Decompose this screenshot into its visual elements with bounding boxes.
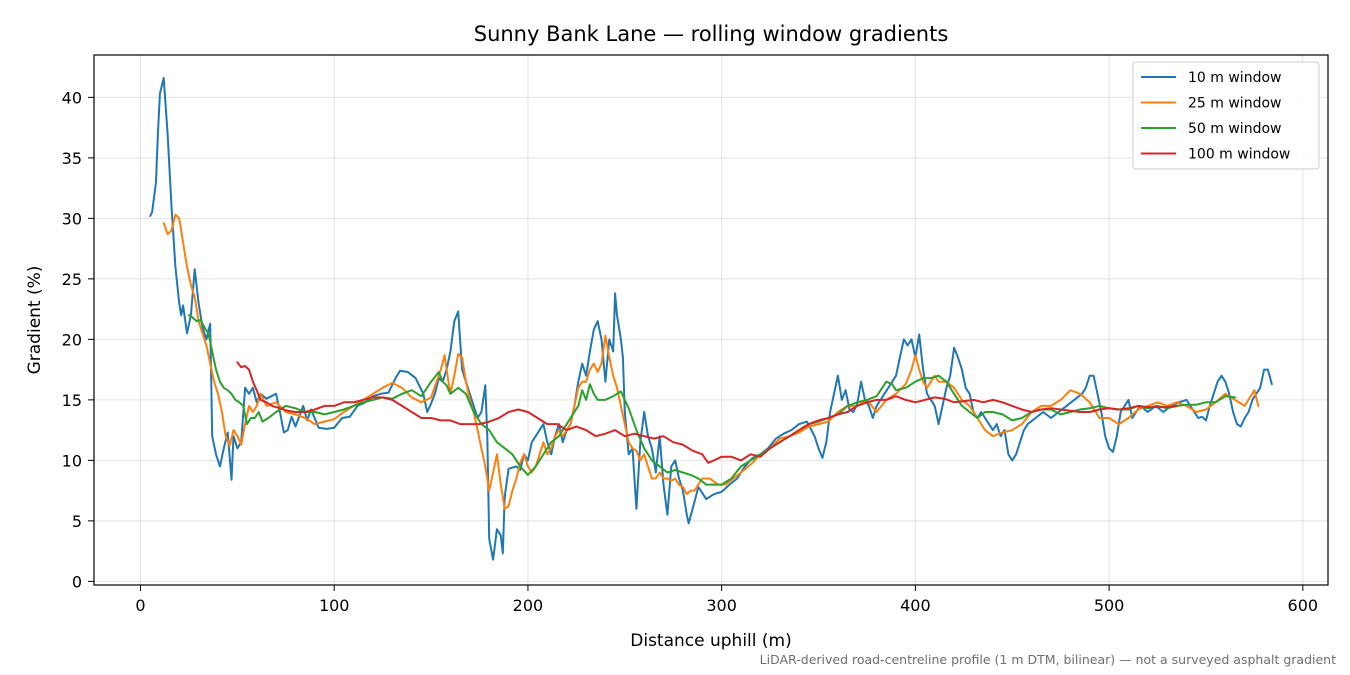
- legend-label-1: 10 m window: [1188, 70, 1281, 86]
- x-axis-label: Distance uphill (m): [630, 631, 791, 651]
- plot-frame: [93, 54, 1329, 586]
- x-tick-label: 300: [706, 596, 737, 615]
- y-tick-label: 0: [72, 572, 82, 591]
- footnote: LiDAR-derived road-centreline profile (1…: [760, 652, 1336, 667]
- legend-label-2: 25 m window: [1188, 96, 1281, 112]
- series-layer: [149, 77, 1273, 561]
- x-tick-label: 600: [1288, 596, 1319, 615]
- y-tick-label: 10: [62, 451, 82, 470]
- y-tick-label: 40: [62, 88, 82, 107]
- y-tick-label: 35: [62, 149, 82, 168]
- series-line-2: [162, 213, 1260, 510]
- y-tick-label: 15: [62, 391, 82, 410]
- legend-label-3: 50 m window: [1188, 121, 1281, 137]
- series-line-3: [187, 314, 1236, 486]
- y-tick-label: 25: [62, 270, 82, 289]
- x-tick-label: 200: [513, 596, 544, 615]
- chart-title: Sunny Bank Lane — rolling window gradien…: [474, 22, 949, 46]
- legend: 10 m window 25 m window 50 m window 100 m w…: [1132, 61, 1320, 170]
- y-axis-label: Gradient (%): [25, 266, 45, 375]
- series-line-1: [149, 77, 1273, 561]
- series-line-4: [236, 361, 1178, 464]
- y-tick-label: 30: [62, 209, 82, 228]
- x-axis-ticks: 0 100 200 300 400 500 600: [135, 585, 1318, 615]
- y-tick-label: 5: [72, 512, 82, 531]
- legend-box: [1132, 61, 1320, 170]
- x-tick-label: 400: [900, 596, 931, 615]
- y-axis-ticks: 0 5 10 15 20 25 30 35 40: [62, 88, 94, 591]
- grid-lines: [94, 55, 1328, 585]
- y-tick-label: 20: [62, 330, 82, 349]
- x-tick-label: 500: [1094, 596, 1125, 615]
- x-tick-label: 100: [319, 596, 350, 615]
- legend-label-4: 100 m window: [1188, 147, 1290, 163]
- x-tick-label: 0: [135, 596, 145, 615]
